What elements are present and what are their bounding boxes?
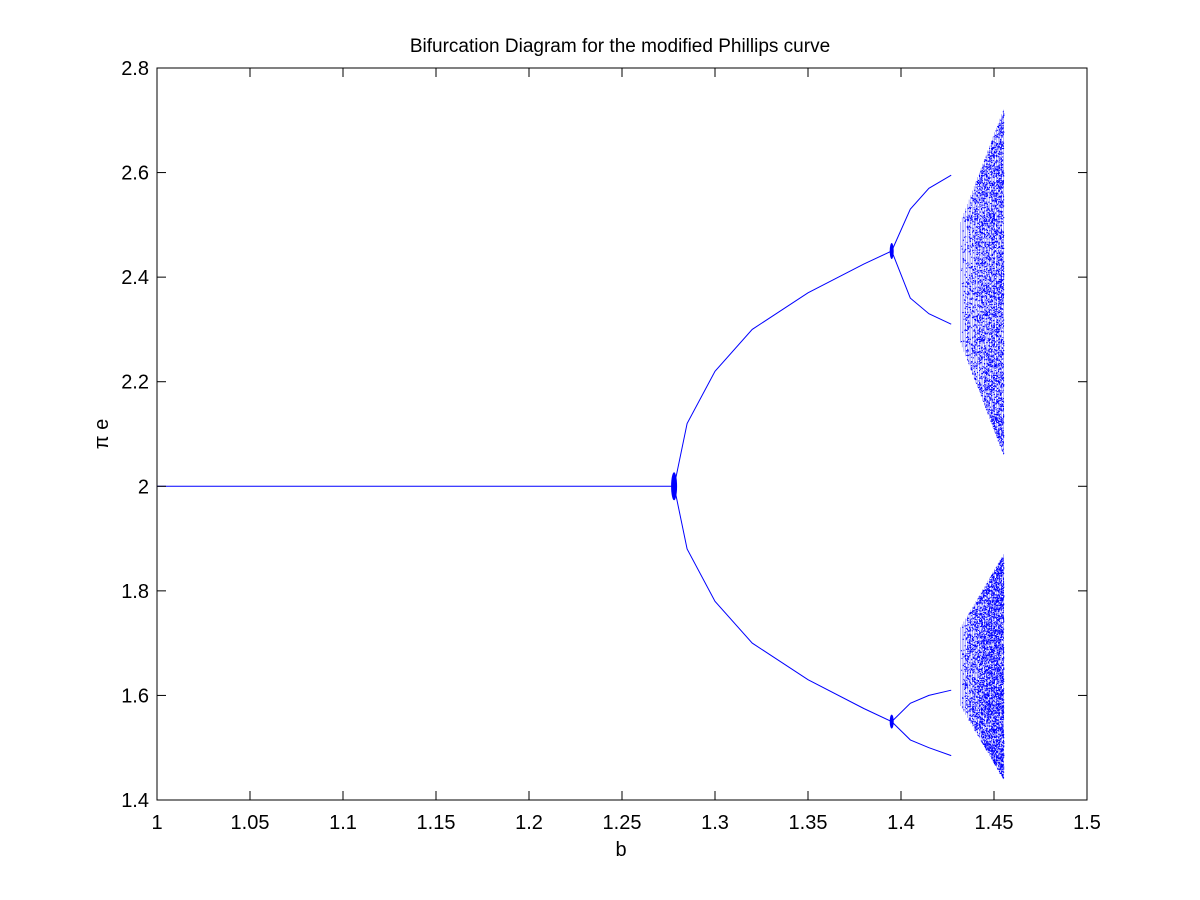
bifurcation-branch-4 (891, 250, 952, 325)
bifurcation-cusp-0 (671, 472, 678, 501)
x-axis-label: b (615, 839, 626, 861)
y-tick-label: 1.4 (121, 790, 149, 812)
x-tick-label: 1.05 (231, 812, 270, 834)
chart-title: Bifurcation Diagram for the modified Phi… (410, 36, 830, 57)
bifurcation-branch-5 (891, 689, 952, 722)
y-tick-label: 2 (138, 476, 149, 498)
data-layer (157, 109, 1005, 780)
y-tick-label: 2.8 (121, 58, 149, 80)
x-tick-label: 1.1 (329, 812, 357, 834)
y-axis-label: π e (91, 419, 113, 449)
y-tick-label: 2.6 (121, 163, 149, 185)
y-tick-label: 2.2 (121, 372, 149, 394)
bifurcation-branch-2 (673, 486, 892, 723)
x-tick-label: 1 (151, 812, 162, 834)
x-tick-label: 1.45 (975, 812, 1014, 834)
x-axis: 1 1.05 1.1 1.15 1.2 1.25 1.3 1.35 1.4 1.45 1.5 (151, 68, 1101, 834)
bifurcation-branch-1 (673, 250, 892, 487)
x-tick-label: 1.35 (789, 812, 828, 834)
bifurcation-cusp-2 (889, 714, 894, 729)
x-tick-label: 1.3 (701, 812, 729, 834)
x-tick-label: 1.25 (603, 812, 642, 834)
bifurcation-cusp-1 (889, 243, 894, 259)
y-axis: 1.4 1.6 1.8 2 2.2 2.4 2.6 2.8 (121, 58, 1087, 812)
y-tick-label: 1.6 (121, 685, 149, 707)
y-tick-label: 1.8 (121, 581, 149, 603)
bifurcation-branch-6 (891, 721, 952, 757)
bifurcation-branch-3 (891, 174, 952, 252)
plot-area (156, 67, 1088, 801)
x-tick-label: 1.4 (887, 812, 915, 834)
x-tick-label: 1.5 (1073, 812, 1101, 834)
x-tick-label: 1.2 (515, 812, 543, 834)
x-tick-label: 1.15 (417, 812, 456, 834)
y-tick-label: 2.4 (121, 267, 149, 289)
